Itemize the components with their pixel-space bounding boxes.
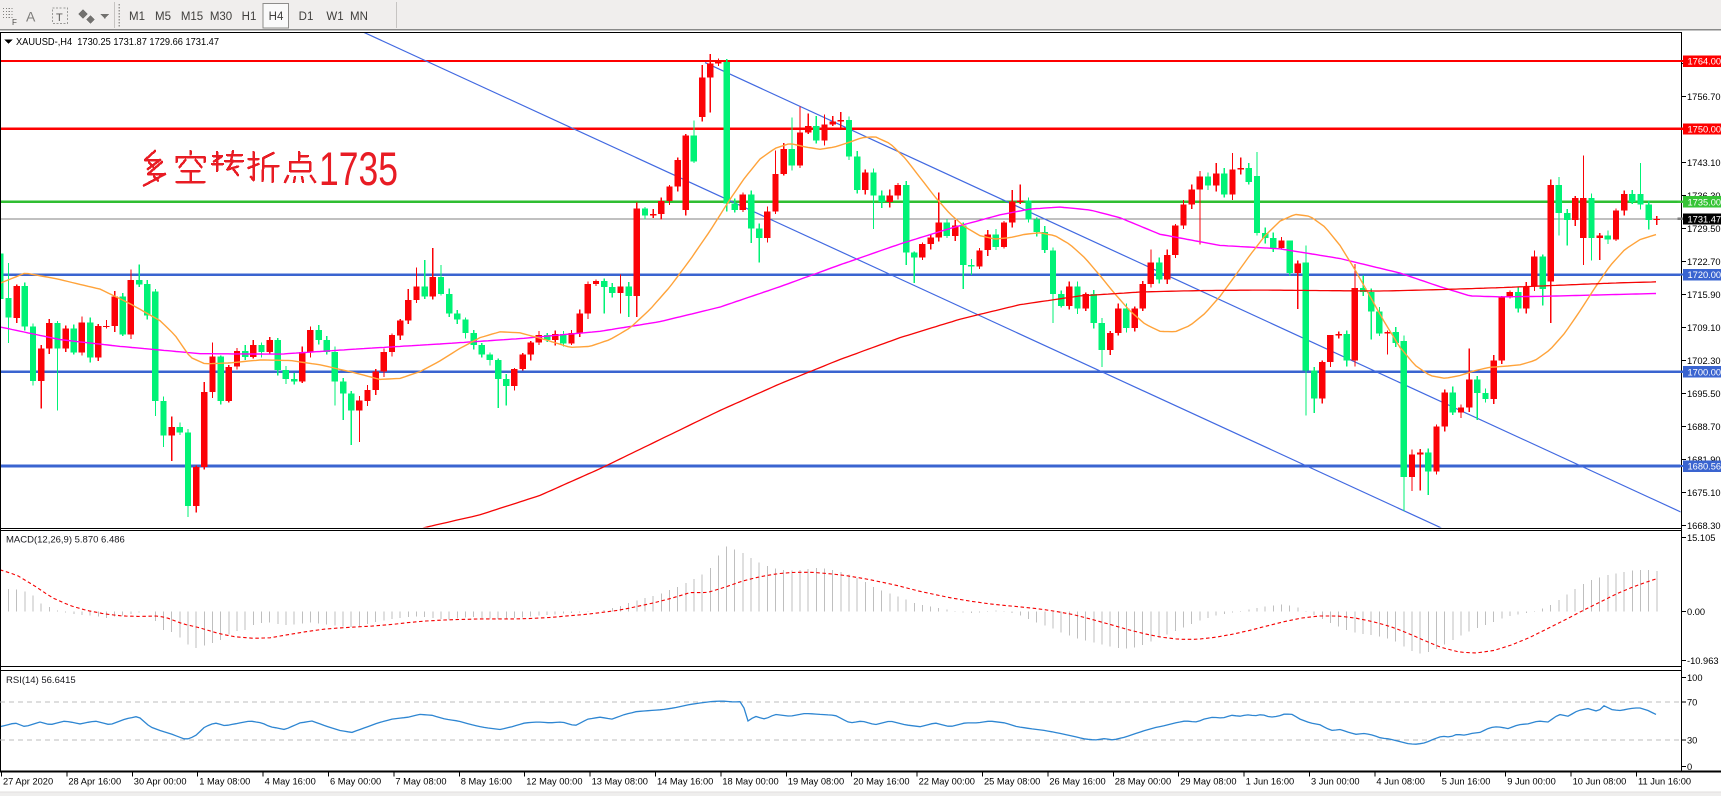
svg-text:1720.00: 1720.00 bbox=[1688, 270, 1721, 280]
svg-text:20 May 16:00: 20 May 16:00 bbox=[853, 777, 909, 787]
svg-text:1680.56: 1680.56 bbox=[1688, 462, 1721, 472]
svg-text:18 May 00:00: 18 May 00:00 bbox=[722, 777, 778, 787]
svg-text:25 May 08:00: 25 May 08:00 bbox=[984, 777, 1040, 787]
svg-text:1764.00: 1764.00 bbox=[1688, 57, 1721, 67]
svg-text:4 May 16:00: 4 May 16:00 bbox=[265, 777, 316, 787]
svg-text:T: T bbox=[56, 12, 63, 24]
svg-text:1 Jun 16:00: 1 Jun 16:00 bbox=[1246, 777, 1295, 787]
svg-text:28 Apr 16:00: 28 Apr 16:00 bbox=[68, 777, 121, 787]
svg-text:1 May 08:00: 1 May 08:00 bbox=[199, 777, 250, 787]
svg-text:1729.50: 1729.50 bbox=[1687, 224, 1721, 234]
svg-text:1702.30: 1702.30 bbox=[1687, 356, 1721, 366]
svg-text:1750.00: 1750.00 bbox=[1688, 125, 1721, 135]
svg-text:28 May 00:00: 28 May 00:00 bbox=[1115, 777, 1171, 787]
svg-text:XAUUSD-,H4 1730.25 1731.87 17: XAUUSD-,H4 1730.25 1731.87 1729.66 1731.… bbox=[16, 37, 219, 48]
svg-text:13 May 08:00: 13 May 08:00 bbox=[592, 777, 648, 787]
svg-text:70: 70 bbox=[1687, 698, 1697, 708]
svg-text:1709.10: 1709.10 bbox=[1687, 323, 1721, 333]
svg-text:H4: H4 bbox=[269, 11, 284, 23]
svg-text:1688.70: 1688.70 bbox=[1687, 422, 1721, 432]
svg-text:M5: M5 bbox=[155, 11, 171, 23]
svg-text:22 May 00:00: 22 May 00:00 bbox=[919, 777, 975, 787]
svg-text:1700.00: 1700.00 bbox=[1688, 367, 1721, 377]
svg-text:15.105: 15.105 bbox=[1687, 533, 1715, 543]
svg-text:12 May 00:00: 12 May 00:00 bbox=[526, 777, 582, 787]
svg-text:1735.00: 1735.00 bbox=[1688, 197, 1721, 207]
svg-text:1675.10: 1675.10 bbox=[1687, 488, 1721, 498]
svg-text:MN: MN bbox=[350, 11, 368, 23]
svg-text:11 Jun 16:00: 11 Jun 16:00 bbox=[1638, 777, 1691, 787]
svg-text:D1: D1 bbox=[299, 11, 314, 23]
svg-text:MACD(12,26,9) 5.870 6.486: MACD(12,26,9) 5.870 6.486 bbox=[6, 535, 125, 546]
svg-text:1731.47: 1731.47 bbox=[1688, 215, 1721, 225]
svg-text:1695.50: 1695.50 bbox=[1687, 389, 1721, 399]
svg-text:5 Jun 16:00: 5 Jun 16:00 bbox=[1442, 777, 1491, 787]
svg-text:1735: 1735 bbox=[319, 142, 398, 195]
svg-text:100: 100 bbox=[1687, 673, 1703, 683]
svg-text:1722.70: 1722.70 bbox=[1687, 257, 1721, 267]
svg-text:M1: M1 bbox=[129, 11, 145, 23]
svg-text:-10.963: -10.963 bbox=[1687, 656, 1719, 666]
svg-text:30: 30 bbox=[1687, 736, 1697, 746]
svg-text:1681.90: 1681.90 bbox=[1687, 455, 1721, 465]
svg-text:F: F bbox=[12, 18, 17, 27]
svg-text:30 Apr 00:00: 30 Apr 00:00 bbox=[134, 777, 187, 787]
svg-text:27 Apr 2020: 27 Apr 2020 bbox=[3, 777, 53, 787]
svg-text:14 May 16:00: 14 May 16:00 bbox=[657, 777, 713, 787]
svg-text:7 May 08:00: 7 May 08:00 bbox=[395, 777, 446, 787]
svg-text:M15: M15 bbox=[181, 11, 203, 23]
svg-text:9 Jun 00:00: 9 Jun 00:00 bbox=[1507, 777, 1556, 787]
svg-text:W1: W1 bbox=[326, 11, 343, 23]
svg-text:10 Jun 08:00: 10 Jun 08:00 bbox=[1573, 777, 1627, 787]
svg-text:1756.70: 1756.70 bbox=[1687, 92, 1721, 102]
svg-text:4 Jun 08:00: 4 Jun 08:00 bbox=[1376, 777, 1425, 787]
svg-text:19 May 08:00: 19 May 08:00 bbox=[788, 777, 844, 787]
svg-text:H1: H1 bbox=[242, 11, 257, 23]
svg-text:3 Jun 00:00: 3 Jun 00:00 bbox=[1311, 777, 1360, 787]
svg-text:1736.30: 1736.30 bbox=[1687, 191, 1721, 201]
svg-text:1715.90: 1715.90 bbox=[1687, 290, 1721, 300]
svg-text:1668.30: 1668.30 bbox=[1687, 521, 1721, 531]
svg-text:A: A bbox=[26, 9, 36, 25]
svg-text:RSI(14) 56.6415: RSI(14) 56.6415 bbox=[6, 675, 76, 686]
svg-text:26 May 16:00: 26 May 16:00 bbox=[1049, 777, 1105, 787]
svg-text:0: 0 bbox=[1687, 762, 1692, 772]
svg-text:0.00: 0.00 bbox=[1687, 607, 1705, 617]
svg-text:29 May 08:00: 29 May 08:00 bbox=[1180, 777, 1236, 787]
svg-text:M30: M30 bbox=[210, 11, 232, 23]
svg-text:6 May 00:00: 6 May 00:00 bbox=[330, 777, 381, 787]
svg-text:1743.10: 1743.10 bbox=[1687, 158, 1721, 168]
svg-text:8 May 16:00: 8 May 16:00 bbox=[461, 777, 512, 787]
